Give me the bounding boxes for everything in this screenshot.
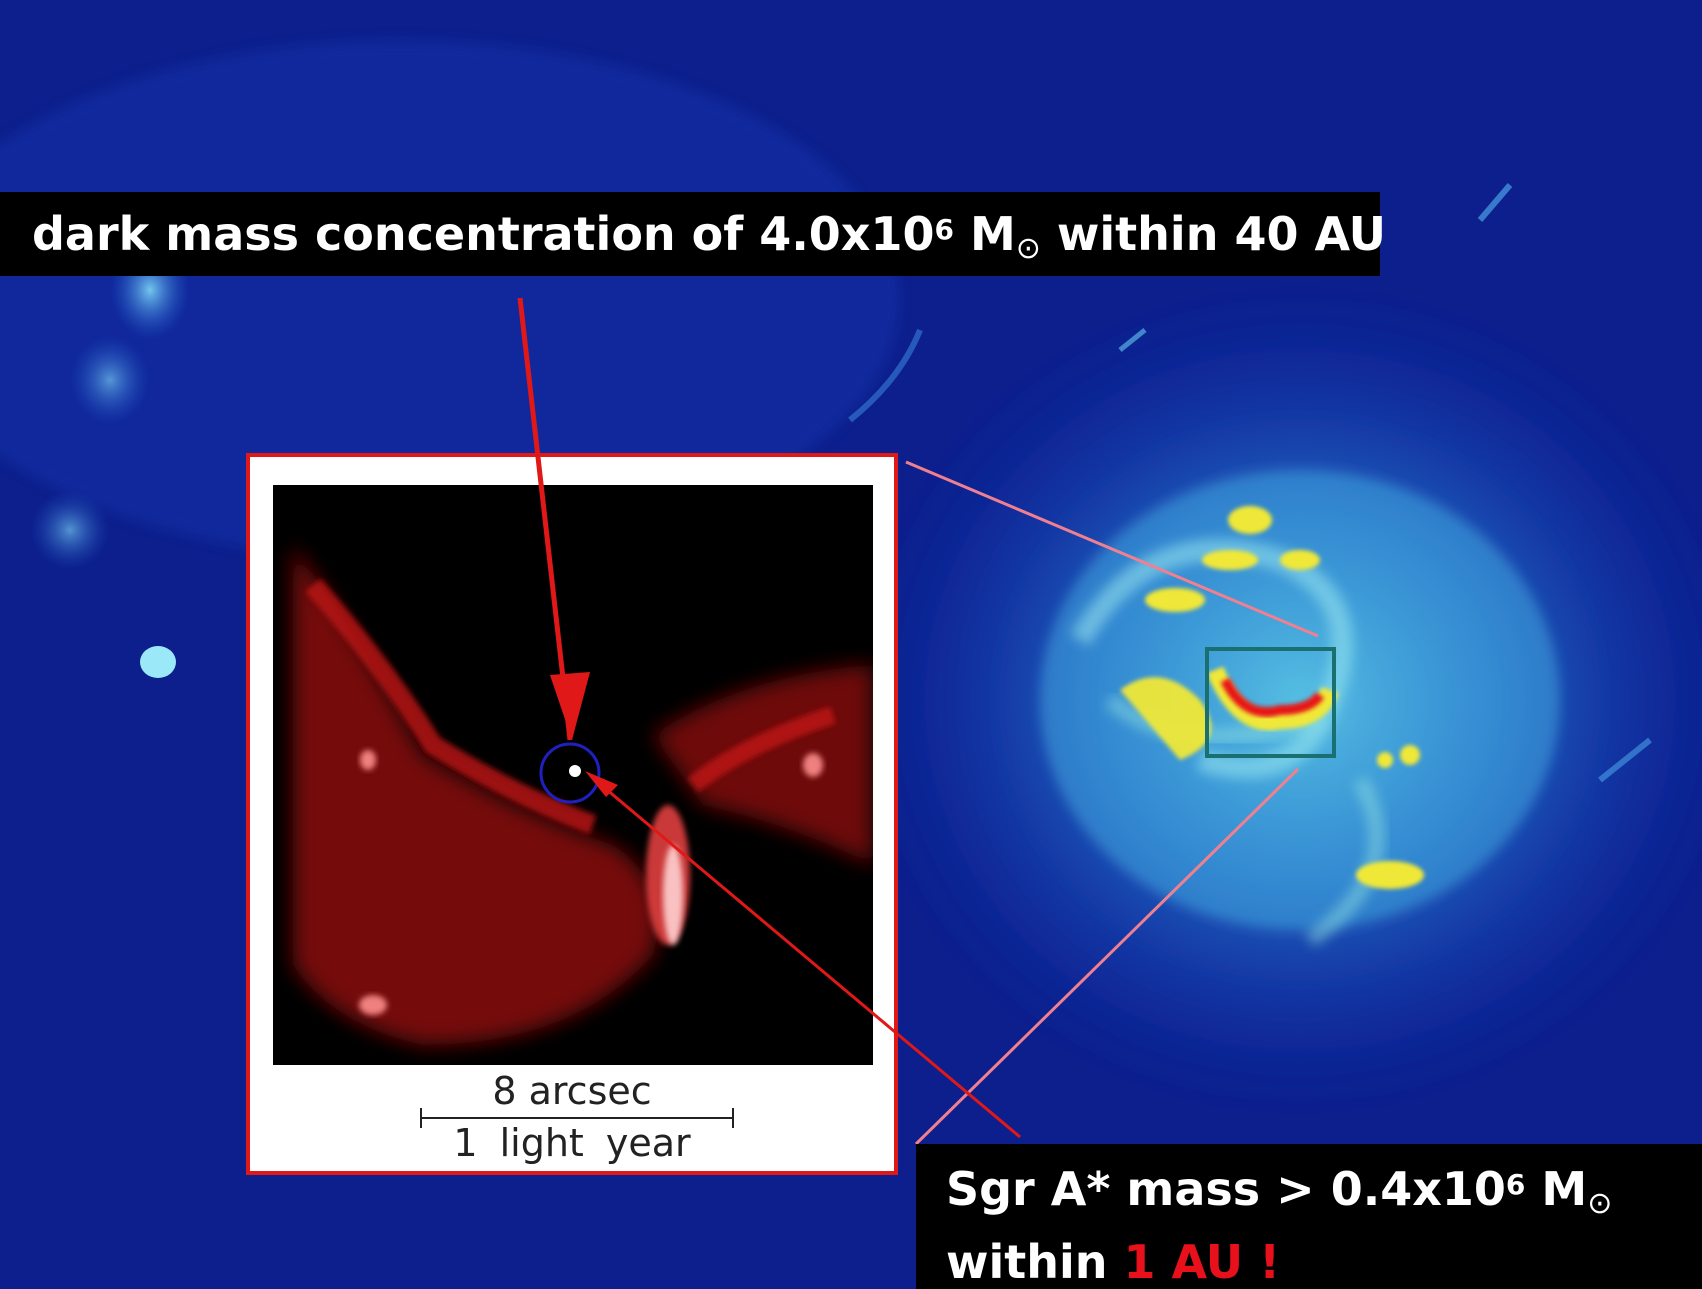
scale-top-label: 8 arcsec <box>492 1069 652 1113</box>
sun-symbol-icon: ⊙ <box>1587 1186 1613 1221</box>
dark-mass-prefix: dark mass concentration of 4.0x10 <box>32 207 935 261</box>
sgr-a-unit: M <box>1541 1162 1588 1216</box>
sgr-a-arrow <box>599 782 1021 1139</box>
zoom-region-box <box>1205 647 1336 758</box>
sgr-a-highlight: 1 AU ! <box>1123 1235 1281 1289</box>
dark-mass-suffix: within 40 AU <box>1056 207 1387 261</box>
sgr-a-mass-label: Sgr A* mass > 0.4x106 M⊙ within 1 AU ! <box>916 1144 1702 1289</box>
sgr-a-line1: Sgr A* mass > 0.4x106 M⊙ <box>946 1160 1702 1233</box>
sgr-a-line2: within 1 AU ! <box>946 1233 1702 1289</box>
zoom-connector-top <box>905 460 1319 638</box>
scale-bottom-label: 1 light year <box>453 1121 691 1165</box>
sgr-a-arrowhead <box>585 771 618 797</box>
dark-mass-arrowhead <box>550 672 590 740</box>
dark-mass-label: dark mass concentration of 4.0x106 M⊙ wi… <box>0 192 1386 276</box>
sgr-a-circle <box>539 742 601 804</box>
dark-mass-arrow <box>517 297 573 741</box>
infrared-inset-panel: 8 arcsec 1 light year <box>246 453 898 1175</box>
sgr-a-prefix: Sgr A* mass > 0.4x10 <box>946 1162 1506 1216</box>
sun-symbol-icon: ⊙ <box>1015 231 1041 266</box>
dark-mass-unit: M <box>969 207 1016 261</box>
sgr-a-exponent: 6 <box>1505 1168 1526 1201</box>
sgr-a-within: within <box>946 1235 1124 1289</box>
infrared-inset-image <box>273 485 873 1065</box>
scale-bar <box>420 1108 734 1128</box>
zoom-connector-bottom <box>914 767 1300 1146</box>
dark-mass-exponent: 6 <box>934 213 954 246</box>
sgr-a-point <box>569 765 581 777</box>
